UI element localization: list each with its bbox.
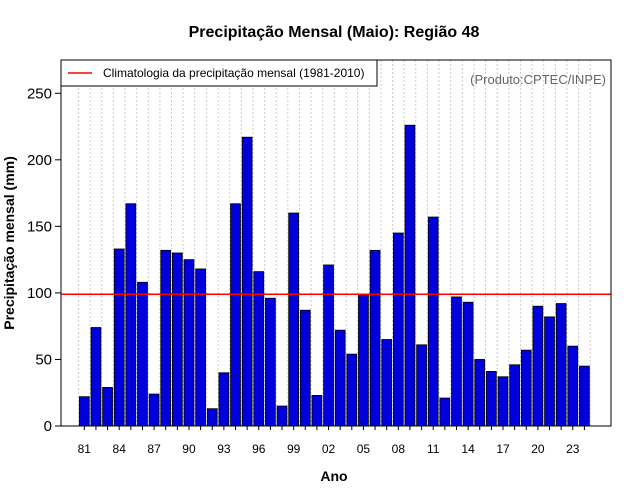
credit-label: (Produto:CPTEC/INPE)	[470, 72, 606, 87]
bar-2018	[509, 364, 520, 427]
x-tick-label: 05	[357, 442, 371, 456]
bar-1990	[183, 259, 195, 427]
bar-1984	[113, 248, 125, 427]
bar-1982	[90, 327, 102, 427]
x-tick-label: 23	[566, 442, 580, 456]
x-tick-label: 08	[392, 442, 406, 456]
legend: Climatologia da precipitação mensal (198…	[60, 59, 378, 87]
bar-1989	[172, 252, 183, 427]
bar-2013	[451, 296, 462, 427]
x-tick-label: 17	[496, 442, 510, 456]
x-tick-label: 87	[147, 442, 161, 456]
bar-1983	[102, 387, 113, 427]
bar-1997	[265, 297, 276, 427]
bar-1987	[148, 393, 160, 427]
x-tick-label: 20	[531, 442, 545, 456]
y-tick-label: 150	[27, 218, 52, 235]
grid-lines	[78, 60, 591, 426]
y-tick-label: 250	[27, 85, 52, 102]
x-tick-label: 90	[182, 442, 196, 456]
x-tick-label: 81	[78, 442, 92, 456]
bar-2007	[381, 339, 393, 427]
bar-2001	[311, 394, 323, 427]
bar-1998	[276, 405, 288, 427]
bar-2020	[532, 305, 544, 427]
bar-1981	[78, 396, 90, 427]
x-axis: 81 84 87 90 93 96 99 02 05 08 11 14 17 20 23	[78, 426, 585, 456]
x-tick-label: 96	[252, 442, 266, 456]
bar-2004	[346, 353, 358, 427]
x-tick-label: 14	[461, 442, 475, 456]
bar-1991	[195, 268, 206, 427]
x-tick-label: 99	[287, 442, 301, 456]
bar-2021	[544, 316, 555, 427]
y-tick-label: 0	[44, 418, 52, 435]
bar-2022	[555, 303, 567, 427]
y-tick-label: 200	[27, 152, 52, 169]
bar-2017	[497, 376, 509, 427]
chart-title: Precipitação Mensal (Maio): Região 48	[189, 24, 480, 41]
bar-1988	[160, 249, 172, 427]
bar-1994	[230, 203, 241, 427]
bar-2005	[358, 293, 369, 427]
bar-2023	[567, 345, 579, 427]
x-tick-label: 93	[217, 442, 231, 456]
bar-2012	[439, 397, 451, 427]
y-axis-label: Precipitação mensal (mm)	[1, 156, 17, 330]
bar-2010	[416, 344, 427, 427]
bar-2014	[462, 301, 474, 427]
bar-2019	[520, 349, 532, 427]
bar-2024	[579, 365, 590, 427]
y-tick-label: 100	[27, 285, 52, 302]
bar-2009	[404, 124, 416, 427]
bar-1995	[241, 136, 253, 427]
x-tick-label: 11	[427, 442, 440, 456]
bars	[78, 124, 590, 427]
bar-2016	[486, 371, 497, 427]
bar-1985	[125, 203, 137, 427]
legend-label: Climatologia da precipitação mensal (198…	[103, 66, 364, 80]
x-tick-label: 02	[322, 442, 336, 456]
bar-1993	[218, 372, 230, 427]
bar-1999	[288, 212, 300, 427]
bar-2002	[323, 264, 334, 427]
bar-1992	[206, 408, 218, 427]
x-tick-label: 84	[113, 442, 127, 456]
bar-2015	[474, 359, 486, 427]
bar-2000	[299, 309, 311, 427]
y-axis: 0 50 100 150 200 250	[27, 85, 61, 435]
bar-2003	[334, 329, 346, 427]
x-axis-label: Ano	[320, 468, 347, 484]
bar-2008	[392, 232, 404, 427]
y-tick-label: 50	[35, 351, 52, 368]
bar-1986	[137, 281, 148, 427]
bar-2006	[369, 249, 381, 427]
bar-2011	[427, 216, 439, 427]
legend-box	[60, 59, 378, 87]
